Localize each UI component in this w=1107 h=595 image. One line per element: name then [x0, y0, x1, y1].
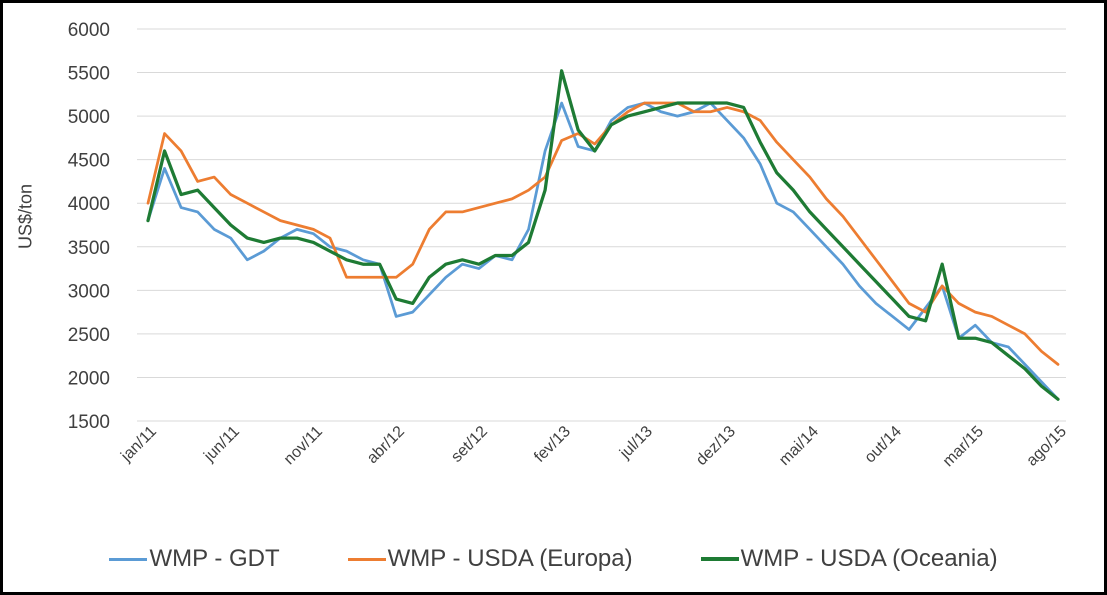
- svg-text:3000: 3000: [68, 281, 110, 302]
- svg-text:4500: 4500: [68, 151, 110, 172]
- svg-text:3500: 3500: [68, 238, 110, 259]
- svg-text:2500: 2500: [68, 325, 110, 346]
- svg-text:2000: 2000: [68, 368, 110, 389]
- svg-text:4000: 4000: [68, 194, 110, 215]
- svg-text:5500: 5500: [68, 64, 110, 85]
- svg-text:5000: 5000: [68, 107, 110, 128]
- svg-text:6000: 6000: [68, 20, 110, 41]
